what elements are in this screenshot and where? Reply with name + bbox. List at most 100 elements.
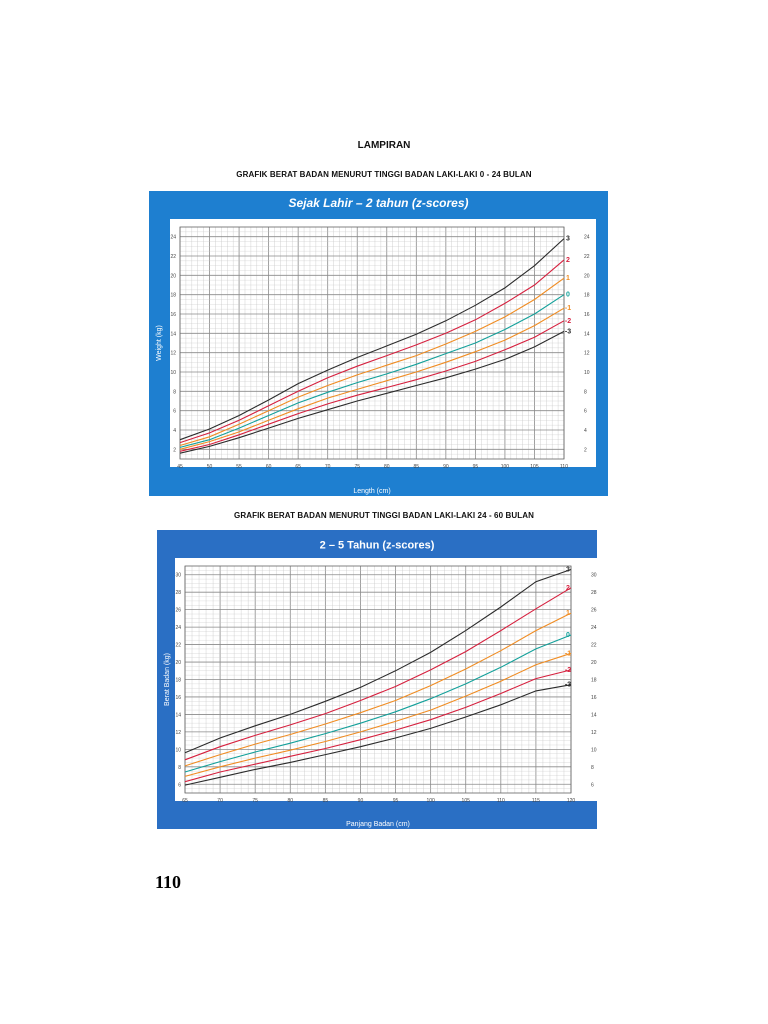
series-label-z1: 1 bbox=[566, 610, 570, 617]
series-line-z0 bbox=[179, 294, 565, 448]
series-label-z-2: -2 bbox=[565, 318, 571, 325]
grid bbox=[184, 565, 572, 794]
y-tick-label-right: 22 bbox=[591, 643, 597, 649]
y-tick-label-right: 30 bbox=[591, 573, 597, 579]
x-tick-label: 80 bbox=[287, 798, 293, 804]
series-label-z3: 3 bbox=[566, 236, 570, 243]
y-tick-label-left: 26 bbox=[175, 608, 181, 614]
y-tick-label-right: 8 bbox=[584, 389, 587, 395]
series-label-z3: 3 bbox=[566, 566, 570, 573]
x-tick-label: 70 bbox=[325, 464, 331, 470]
y-tick-label-left: 10 bbox=[175, 747, 181, 753]
x-tick-label: 50 bbox=[207, 464, 213, 470]
x-tick-label: 100 bbox=[426, 798, 435, 804]
y-tick-label-right: 10 bbox=[584, 370, 590, 376]
x-tick-label: 75 bbox=[354, 464, 360, 470]
y-tick-label-left: 24 bbox=[170, 235, 176, 241]
x-tick-label: 105 bbox=[462, 798, 471, 804]
page-heading: LAMPIRAN bbox=[357, 140, 411, 151]
y-tick-label-left: 24 bbox=[175, 625, 181, 631]
x-tick-label: 65 bbox=[182, 798, 188, 804]
y-axis-label: Weight (kg) bbox=[156, 325, 163, 361]
y-tick-label-left: 10 bbox=[170, 370, 176, 376]
weight-for-length-chart-0-24: Sejak Lahir – 2 tahun (z-scores)45 50 55 60… bbox=[149, 191, 608, 496]
series-label-z-1: -1 bbox=[565, 305, 571, 312]
y-tick-label-left: 14 bbox=[170, 331, 176, 337]
x-tick-label: 55 bbox=[236, 464, 242, 470]
series-line-z3 bbox=[179, 238, 565, 441]
plot-border bbox=[184, 565, 572, 794]
y-tick-label-right: 6 bbox=[584, 409, 587, 415]
y-tick-label-right: 28 bbox=[591, 590, 597, 596]
series-line-z1 bbox=[184, 612, 572, 767]
y-tick-label-right: 22 bbox=[584, 254, 590, 260]
y-tick-label-right: 8 bbox=[591, 765, 594, 771]
y-tick-label-right: 12 bbox=[591, 730, 597, 736]
y-tick-label-right: 16 bbox=[591, 695, 597, 701]
y-tick-label-right: 18 bbox=[591, 678, 597, 684]
series-label-z0: 0 bbox=[566, 292, 570, 299]
y-tick-label-left: 20 bbox=[175, 660, 181, 666]
y-tick-label-left: 8 bbox=[173, 389, 176, 395]
chart-1-caption: GRAFIK BERAT BADAN MENURUT TINGGI BADAN … bbox=[236, 170, 532, 179]
y-tick-label-right: 4 bbox=[584, 428, 587, 434]
y-tick-label-left: 14 bbox=[175, 712, 181, 718]
x-tick-label: 90 bbox=[358, 798, 364, 804]
series-line-z3 bbox=[184, 568, 572, 754]
y-tick-label-right: 26 bbox=[591, 608, 597, 614]
y-axis-label: Berat Badan (kg) bbox=[164, 653, 171, 706]
y-tick-label-right: 12 bbox=[584, 351, 590, 357]
page-number: 110 bbox=[155, 872, 182, 892]
series-line-z-2 bbox=[184, 669, 572, 783]
y-tick-label-left: 12 bbox=[175, 730, 181, 736]
x-tick-label: 110 bbox=[497, 798, 505, 804]
y-tick-label-right: 14 bbox=[584, 331, 590, 337]
x-tick-label: 105 bbox=[530, 464, 539, 470]
y-tick-label-left: 28 bbox=[175, 590, 181, 596]
y-tick-label-right: 10 bbox=[591, 747, 597, 753]
y-tick-label-left: 6 bbox=[173, 409, 176, 415]
y-tick-label-left: 8 bbox=[178, 765, 181, 771]
chart-title: Sejak Lahir – 2 tahun (z-scores) bbox=[288, 196, 468, 210]
y-tick-label-left: 16 bbox=[170, 312, 176, 318]
x-tick-label: 85 bbox=[414, 464, 420, 470]
y-tick-label-right: 18 bbox=[584, 293, 590, 299]
y-tick-label-left: 4 bbox=[173, 428, 176, 434]
x-tick-label: 65 bbox=[295, 464, 301, 470]
series-line-z-3 bbox=[184, 684, 572, 786]
series-label-z2: 2 bbox=[566, 257, 570, 264]
y-tick-label-right: 16 bbox=[584, 312, 590, 318]
x-tick-label: 115 bbox=[532, 798, 540, 804]
x-tick-label: 85 bbox=[323, 798, 329, 804]
series-label-z2: 2 bbox=[566, 585, 570, 592]
weight-for-length-chart-24-60: 2 – 5 Tahun (z-scores)65 70 75 80 85 90 95 100 1… bbox=[157, 530, 597, 829]
y-tick-label-right: 24 bbox=[584, 235, 590, 241]
chart-title: 2 – 5 Tahun (z-scores) bbox=[320, 540, 435, 552]
series-label-z1: 1 bbox=[566, 275, 570, 282]
series-line-z-2 bbox=[179, 320, 565, 452]
series-line-z0 bbox=[184, 634, 572, 773]
y-tick-label-left: 18 bbox=[170, 293, 176, 299]
y-tick-label-left: 18 bbox=[175, 678, 181, 684]
series-label-z-2: -2 bbox=[565, 667, 571, 674]
series-line-z1 bbox=[179, 277, 565, 447]
x-tick-label: 80 bbox=[384, 464, 390, 470]
series-label-z-3: -3 bbox=[565, 328, 571, 335]
y-tick-label-left: 22 bbox=[175, 643, 181, 649]
y-tick-label-left: 22 bbox=[170, 254, 176, 260]
x-axis-label: Length (cm) bbox=[353, 488, 390, 495]
series-line-z-1 bbox=[179, 307, 565, 450]
y-tick-label-right: 2 bbox=[584, 447, 587, 453]
series-label-z0: 0 bbox=[566, 632, 570, 639]
x-tick-label: 120 bbox=[567, 798, 576, 804]
chart-2-caption: GRAFIK BERAT BADAN MENURUT TINGGI BADAN … bbox=[234, 511, 534, 520]
y-tick-label-right: 20 bbox=[584, 273, 590, 279]
y-tick-label-right: 20 bbox=[591, 660, 597, 666]
y-tick-label-left: 30 bbox=[175, 573, 181, 579]
x-tick-label: 100 bbox=[501, 464, 510, 470]
y-tick-label-left: 20 bbox=[170, 273, 176, 279]
series-line-z-3 bbox=[179, 330, 565, 454]
series-line-z2 bbox=[184, 587, 572, 761]
y-tick-label-right: 6 bbox=[591, 782, 594, 788]
x-tick-label: 110 bbox=[560, 464, 568, 470]
